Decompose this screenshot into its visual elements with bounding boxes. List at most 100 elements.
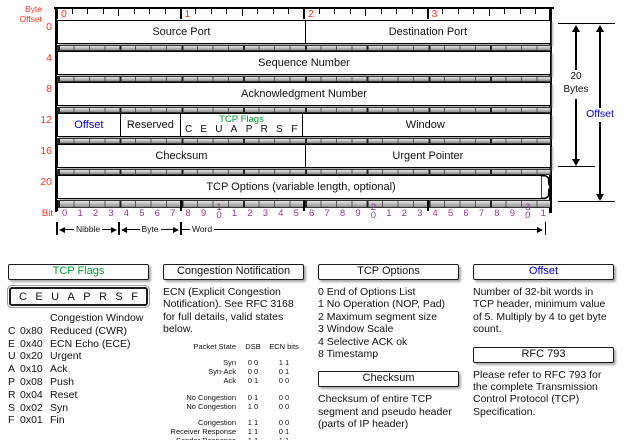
ecn-ecn-cell: 0 1 (278, 367, 290, 377)
ecn-ecn-cell: 1 1 (278, 358, 290, 368)
field-urgent-pointer: Urgent Pointer (304, 145, 550, 167)
flag-legend-line: A 0x10 Ack (8, 363, 149, 376)
top-ruler-tick (257, 9, 259, 14)
bit-number: 8 (494, 208, 500, 219)
row-byte-offset-number: 20 (40, 176, 52, 188)
field-offset: Offset (58, 114, 120, 136)
flag-hex-col: 0x40 (20, 337, 43, 350)
ecn-table-header-row: Packet State DSB ECN bits (163, 341, 304, 352)
flag-letter: S (115, 290, 123, 303)
field-label: Acknowledgment Number (241, 88, 367, 100)
diagram-left-edge (54, 7, 58, 212)
ecn-header-ecn: ECN bits (269, 341, 299, 351)
top-ruler-tick (303, 9, 305, 20)
20-bytes-label-line1: 20 (570, 71, 582, 82)
scale-divider-bit0 (56, 222, 58, 235)
flag-legend-line: F 0x01 Fin (8, 414, 149, 427)
field-label: Sequence Number (258, 57, 350, 69)
word-span: Word (182, 225, 543, 234)
tcp-flag-letter: F (291, 123, 298, 135)
flag-desc-col: Ack (50, 363, 68, 376)
bit-number: 9 (355, 208, 361, 219)
flag-legend-line: P 0x08 Push (8, 376, 149, 389)
field-checksum: Checksum (58, 145, 305, 167)
arrow-up-icon (596, 25, 604, 32)
variable-length-wavy-edge (541, 174, 552, 199)
ecn-table-row: Congestion 1 1 0 0 (163, 419, 304, 428)
tcp-option-line: 4 Selective ACK ok (318, 335, 408, 348)
byte-offset-axis-label-line2: Offset (19, 13, 42, 24)
annotation-20byte-end-line (558, 166, 595, 168)
flag-letter: A (67, 290, 75, 303)
bottom-byte-tick (426, 200, 429, 211)
bit-number: 2 (401, 208, 407, 219)
bit-number: 9 (200, 208, 207, 219)
bit-number: 2 (92, 208, 99, 219)
flag-letter: C (19, 290, 27, 303)
offset-paragraph: Number of 32-bit words in TCP header, mi… (473, 286, 607, 336)
row-byte-offset-number: 12 (40, 114, 52, 126)
20-bytes-label-line2: Bytes (563, 83, 589, 95)
flag-desc-col: Urgent (50, 350, 82, 363)
field-acknowledgment-number: Acknowledgment Number (58, 83, 550, 105)
word-line (214, 228, 537, 231)
bit-number: 6 (463, 208, 469, 219)
ecn-table-row: No Congestion 0 1 0 0 (163, 392, 304, 403)
header-row-8: Acknowledgment Number (57, 82, 551, 106)
field-label: Checksum (155, 150, 208, 162)
arrow-right-icon (173, 226, 180, 233)
scale-divider-bit4 (118, 222, 120, 235)
ecn-table-group: No Congestion 0 1 0 0 No Congestion 1 0 0 0 (163, 392, 304, 412)
tcp-options-list: 0 End of Options List 1 No Operation (NOP… (318, 286, 459, 360)
top-byte-number: 1 (184, 8, 191, 20)
bit-number: 3 (108, 208, 114, 219)
annotation-top-line (558, 23, 615, 25)
flag-letter-col: R (8, 388, 16, 401)
field-label: Reserved (126, 119, 174, 131)
bottom-byte-tick (56, 200, 58, 211)
flag-desc-col: ECN Echo (ECE) (50, 337, 131, 350)
flag-desc-col: Push (50, 375, 74, 388)
top-ruler-tick (535, 9, 537, 14)
flag-letter: P (83, 290, 91, 303)
bit-number: 8 (339, 208, 346, 219)
bit-number: 6 (309, 208, 315, 219)
ecn-dsb-cell: 0 1 (247, 392, 259, 402)
bit-cell-separator-bar (57, 138, 551, 144)
flag-hex-col (20, 312, 50, 325)
annotation-offset-end-line (558, 201, 615, 203)
field-window: Window (302, 114, 548, 136)
arrow-down-icon (572, 159, 580, 166)
top-ruler-tick (179, 9, 182, 20)
header-row-20: TCP Options (variable length, optional) (57, 174, 552, 199)
bit-number: 4 (123, 208, 130, 219)
bit-number: 0 (62, 208, 68, 219)
flag-letter: U (51, 290, 60, 303)
flag-letter-col: C (8, 324, 16, 337)
offset-arrow-upper (599, 31, 601, 108)
tcp-option-line: 8 Timestamp (318, 348, 379, 361)
field-tcp-flags: TCP Flags C E U A P R S F (180, 114, 302, 136)
panel-offset: Offset Number of 32-bit words in TCP hea… (473, 264, 614, 418)
ecn-header-state: Packet State (193, 341, 236, 351)
bit-number: 6 (154, 208, 160, 219)
flag-letter-col: E (8, 337, 16, 350)
top-byte-number: 3 (431, 8, 438, 20)
20-bytes-label: 20 Bytes (557, 71, 595, 96)
tcp-flag-letter: U (215, 123, 223, 135)
scale-divider-bit8 (180, 222, 182, 235)
top-ruler-tick (226, 9, 228, 14)
ecn-state-table: Packet State DSB ECN bits Syn 0 0 1 1 Syn-Ack 0… (163, 341, 304, 440)
bit-number: 4 (278, 208, 284, 219)
nibble-span: Nibble (59, 225, 118, 234)
ecn-state-cell: No Congestion (186, 392, 236, 402)
word-line (182, 228, 190, 231)
congestion-panel-title: Congestion Notification (163, 264, 304, 280)
top-ruler-tick (71, 9, 73, 14)
